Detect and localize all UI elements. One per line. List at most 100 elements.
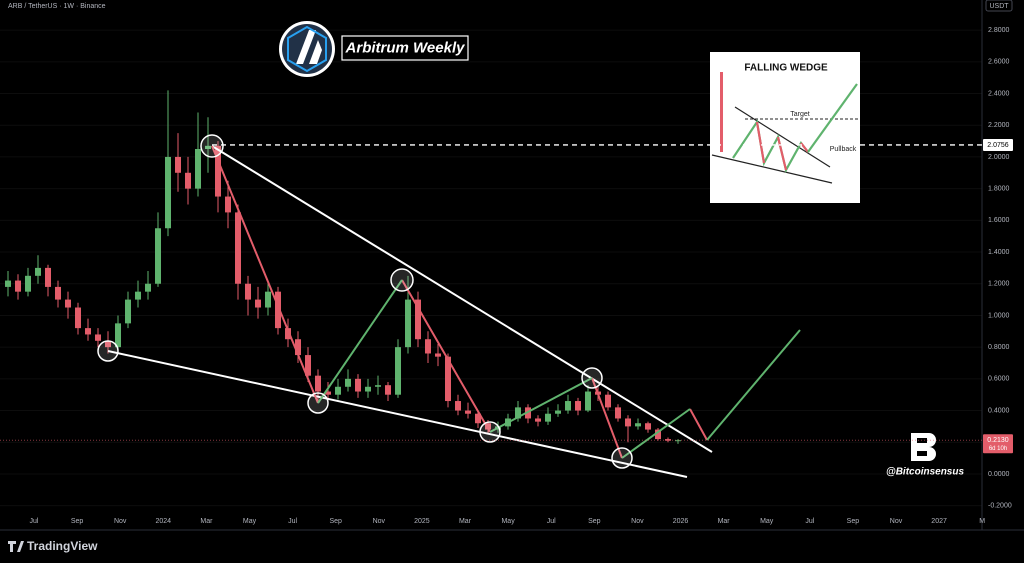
x-tick-label: 2025 <box>414 518 430 525</box>
candle-body <box>305 355 311 376</box>
footer-logo <box>8 541 24 552</box>
pivot <box>581 367 603 389</box>
candle-body <box>45 267 51 287</box>
x-tick-label: May <box>501 518 515 525</box>
candle-body <box>485 423 491 430</box>
candle-body <box>445 356 451 402</box>
x-tick-label: Sep <box>71 518 84 525</box>
inset-pullback: Pullback <box>830 146 857 153</box>
inset-title: FALLING WEDGE <box>744 63 828 74</box>
candle-body <box>145 283 151 292</box>
wedge-lower <box>107 350 688 478</box>
inset-bar <box>720 72 723 152</box>
inset-down <box>776 136 788 171</box>
candle-body <box>625 418 631 427</box>
x-tick-label: Mar <box>718 518 731 525</box>
y-tick-label: 1.6000 <box>988 217 1010 224</box>
candle-body <box>275 291 281 329</box>
candle-body <box>95 334 101 341</box>
x-tick-label: 2026 <box>673 518 689 525</box>
candle-body <box>655 429 661 440</box>
x-tick-label: Jul <box>288 518 297 525</box>
x-tick-label: Jul <box>805 518 814 525</box>
candle-body <box>135 291 141 300</box>
candle-body <box>65 299 71 308</box>
y-tick-label: 0.8000 <box>988 344 1010 351</box>
candle-body <box>265 291 271 308</box>
x-tick-label: Nov <box>890 518 903 525</box>
leg-down <box>591 377 623 459</box>
x-tick-label: Nov <box>114 518 127 525</box>
logo-mark <box>296 30 322 64</box>
x-tick-label: Mar <box>459 518 472 525</box>
candle-body <box>85 328 91 335</box>
countdown: 6d 10h <box>989 446 1007 452</box>
candle-body <box>465 410 471 414</box>
candle-body <box>175 156 181 173</box>
candle-body <box>585 391 591 411</box>
price-tag <box>983 434 1013 454</box>
pivot <box>479 421 501 443</box>
candle-body <box>475 413 481 424</box>
y-tick-label: 0.4000 <box>988 407 1010 414</box>
leg-down <box>211 145 319 404</box>
candle-body <box>315 375 321 392</box>
x-tick-label: May <box>243 518 257 525</box>
candle-body <box>415 299 421 340</box>
leg-up <box>317 279 403 404</box>
pivot <box>390 268 414 292</box>
candle-body <box>245 283 251 300</box>
candle-body <box>25 275 31 292</box>
candle-body <box>515 407 521 419</box>
candle-body <box>455 401 461 411</box>
badge-text: Arbitrum Weekly <box>345 39 466 56</box>
y-tick-label: 2.6000 <box>988 59 1010 66</box>
x-tick-label: May <box>760 518 774 525</box>
candle-body <box>375 385 381 387</box>
pivot <box>200 134 224 158</box>
y-tick-label: 1.8000 <box>988 185 1010 192</box>
candle-body <box>325 391 331 395</box>
inset-down <box>800 142 809 153</box>
candle-body <box>285 328 291 340</box>
inset-target: Target <box>790 111 810 118</box>
inset: FALLING WEDGE Target Pullback <box>710 52 860 203</box>
pivot <box>97 340 119 362</box>
leg-up <box>621 408 691 459</box>
candle-body <box>255 299 261 308</box>
leg-down <box>689 408 708 441</box>
candle-body <box>295 339 301 356</box>
target-label: 2.0756 <box>987 142 1009 149</box>
badge-box <box>341 35 469 61</box>
candle-body <box>235 212 241 284</box>
y-tick-label: 0.0000 <box>988 471 1010 478</box>
candle-body <box>365 386 371 392</box>
candle-body <box>15 280 21 292</box>
candle-body <box>635 423 641 427</box>
x-tick-label: Sep <box>588 518 601 525</box>
leg-down <box>401 279 491 433</box>
candle-body <box>355 378 361 392</box>
candle-body <box>125 299 131 324</box>
x-tick-label: Nov <box>631 518 644 525</box>
price-axis <box>982 0 1024 563</box>
x-tick-label: Jul <box>30 518 39 525</box>
leg-up <box>706 329 801 441</box>
candle-body <box>115 323 121 348</box>
y-tick-label: 2.8000 <box>988 27 1010 34</box>
y-tick-label: 1.0000 <box>988 312 1010 319</box>
candle-body <box>105 340 111 348</box>
drawings <box>97 134 801 478</box>
candle-body <box>75 307 81 329</box>
candle-body <box>545 413 551 422</box>
wedge-upper <box>211 145 713 453</box>
candle-body <box>225 196 231 213</box>
candle-body <box>435 353 441 357</box>
candle-body <box>425 339 431 354</box>
inset-box <box>710 52 860 203</box>
badge: Arbitrum Weekly <box>279 21 469 77</box>
candles <box>5 90 681 444</box>
logo-hex <box>287 25 327 73</box>
